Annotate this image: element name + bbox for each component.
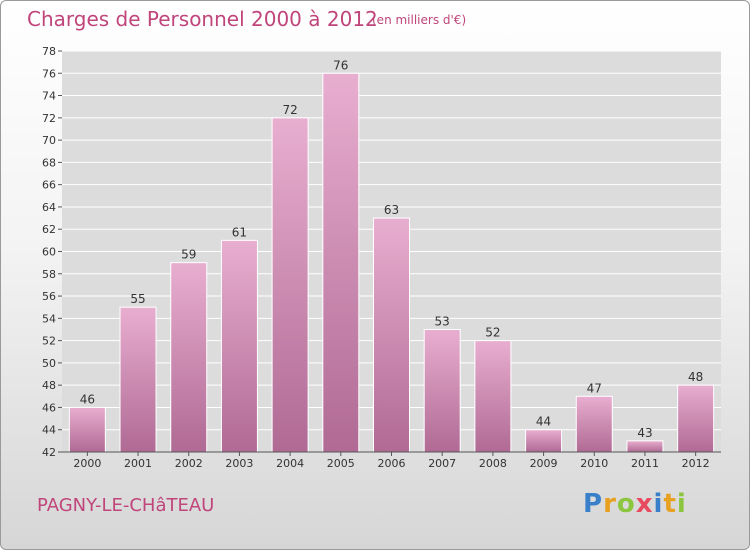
logo-letter: i [676, 489, 687, 519]
y-tick-label: 48 [42, 379, 56, 392]
bar [423, 328, 461, 453]
y-tick-label: 44 [42, 424, 56, 437]
y-tick-label: 74 [42, 90, 56, 103]
x-tick-label: 2011 [631, 457, 659, 470]
logo-letter: r [603, 489, 617, 519]
y-tick-label: 62 [42, 223, 56, 236]
y-tick-label: 70 [42, 134, 56, 147]
x-tick-label: 2007 [428, 457, 456, 470]
bars: 46 55 59 61 72 76 63 53 52 44 47 43 48 [68, 58, 715, 453]
chart-title: Charges de Personnel 2000 à 2012 [27, 7, 378, 31]
y-tick-label: 64 [42, 201, 56, 214]
data-label: 52 [485, 326, 500, 340]
y-tick-label: 76 [42, 67, 56, 80]
data-label: 48 [688, 370, 703, 384]
y-tick-label: 58 [42, 268, 56, 281]
y-tick-label: 54 [42, 312, 56, 325]
x-tick-label: 2010 [580, 457, 608, 470]
bar [68, 406, 106, 453]
x-tick-label: 2006 [378, 457, 406, 470]
bar [373, 217, 410, 453]
x-tick-label: 2001 [124, 457, 152, 470]
bar [170, 262, 208, 453]
logo-letter: o [616, 489, 636, 519]
y-tick-label: 42 [42, 446, 56, 459]
data-label: 61 [232, 225, 247, 239]
y-axis-ticks: 42 44 46 48 50 52 54 56 58 60 62 64 66 68 70 72 74 76 78 [42, 45, 62, 459]
logo-letter: x [635, 489, 654, 519]
x-tick-label: 2005 [327, 457, 355, 470]
data-label: 47 [587, 381, 602, 395]
y-tick-label: 52 [42, 335, 56, 348]
x-tick-label: 2004 [276, 457, 304, 470]
y-tick-label: 66 [42, 179, 56, 192]
y-tick-label: 56 [42, 290, 56, 303]
data-label: 76 [333, 58, 348, 72]
data-label: 43 [637, 426, 652, 440]
data-label: 63 [384, 203, 399, 217]
x-tick-label: 2000 [73, 457, 101, 470]
y-tick-label: 78 [42, 45, 56, 58]
data-label: 44 [536, 415, 551, 429]
bar [322, 72, 360, 453]
bar [474, 340, 512, 453]
x-tick-label: 2003 [225, 457, 253, 470]
bar [677, 384, 715, 453]
x-axis-ticks: 2000 2001 2002 2003 2004 2005 2006 2007 2008 2009… [73, 452, 710, 470]
x-tick-label: 2002 [175, 457, 203, 470]
y-tick-label: 68 [42, 156, 56, 169]
x-tick-label: 2012 [682, 457, 710, 470]
y-tick-label: 50 [42, 357, 56, 370]
data-label: 53 [435, 314, 450, 328]
x-tick-label: 2008 [479, 457, 507, 470]
chart-unit: (en milliers d'€) [372, 13, 467, 27]
data-label: 55 [130, 292, 145, 306]
bar [575, 395, 613, 453]
bar [119, 306, 157, 453]
bar [626, 440, 664, 453]
logo-letter: t [663, 489, 677, 519]
bar [525, 429, 563, 453]
y-tick-label: 46 [42, 401, 56, 414]
y-tick-label: 60 [42, 246, 56, 259]
data-label: 46 [80, 392, 95, 406]
place-name: PAGNY-LE-CHâTEAU [37, 495, 215, 516]
logo-letter: i [653, 489, 664, 519]
data-label: 59 [181, 248, 196, 262]
x-tick-label: 2009 [530, 457, 558, 470]
bar [220, 239, 258, 453]
y-tick-label: 72 [42, 112, 56, 125]
data-label: 72 [282, 103, 297, 117]
proxiti-logo: Proxiti [583, 489, 687, 519]
logo-letter: P [583, 489, 604, 519]
bar [271, 117, 309, 453]
